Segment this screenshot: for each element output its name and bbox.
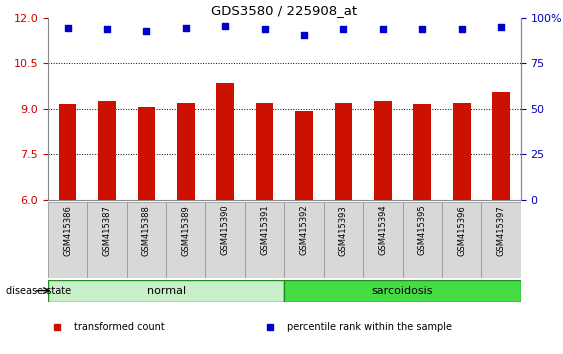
Bar xyxy=(284,202,324,278)
Text: GSM415395: GSM415395 xyxy=(418,205,427,256)
Bar xyxy=(98,101,116,200)
Bar xyxy=(177,103,195,200)
Bar xyxy=(324,202,363,278)
Bar xyxy=(127,202,166,278)
Bar xyxy=(256,103,274,200)
Title: GDS3580 / 225908_at: GDS3580 / 225908_at xyxy=(211,4,358,17)
Bar xyxy=(442,202,481,278)
Text: GSM415391: GSM415391 xyxy=(260,205,269,256)
Bar xyxy=(245,202,284,278)
Text: GSM415397: GSM415397 xyxy=(497,205,506,256)
Point xyxy=(142,29,151,34)
Text: GSM415386: GSM415386 xyxy=(63,205,72,256)
Bar xyxy=(295,111,313,200)
Text: GSM415389: GSM415389 xyxy=(181,205,190,256)
Bar xyxy=(403,202,442,278)
Point xyxy=(300,33,309,38)
Bar xyxy=(87,202,127,278)
Bar xyxy=(481,202,521,278)
Bar xyxy=(374,101,392,200)
Bar xyxy=(216,83,234,200)
Text: GSM415387: GSM415387 xyxy=(102,205,111,256)
Bar xyxy=(363,202,403,278)
Bar xyxy=(492,92,510,200)
Bar xyxy=(59,104,77,200)
Bar xyxy=(453,103,471,200)
Point xyxy=(221,23,230,29)
Bar xyxy=(48,280,284,302)
Bar xyxy=(334,103,352,200)
Point xyxy=(339,26,348,32)
Text: sarcoidosis: sarcoidosis xyxy=(372,286,434,296)
Bar xyxy=(48,202,87,278)
Text: GSM415394: GSM415394 xyxy=(378,205,387,256)
Point xyxy=(418,27,427,32)
Point xyxy=(102,26,111,32)
Point xyxy=(181,25,190,31)
Text: disease state: disease state xyxy=(6,286,71,296)
Text: GSM415393: GSM415393 xyxy=(339,205,348,256)
Point xyxy=(457,26,466,32)
Text: transformed count: transformed count xyxy=(74,322,164,332)
Text: GSM415388: GSM415388 xyxy=(142,205,151,256)
Text: GSM415392: GSM415392 xyxy=(300,205,309,256)
Point xyxy=(378,27,387,32)
Text: normal: normal xyxy=(146,286,186,296)
Bar xyxy=(205,202,245,278)
Point xyxy=(260,27,269,32)
Bar xyxy=(166,202,205,278)
Bar xyxy=(284,280,521,302)
Point xyxy=(63,25,72,31)
Text: percentile rank within the sample: percentile rank within the sample xyxy=(287,322,452,332)
Bar xyxy=(413,104,431,200)
Point xyxy=(497,24,506,30)
Text: GSM415396: GSM415396 xyxy=(457,205,466,256)
Bar xyxy=(137,107,155,200)
Text: GSM415390: GSM415390 xyxy=(221,205,230,256)
